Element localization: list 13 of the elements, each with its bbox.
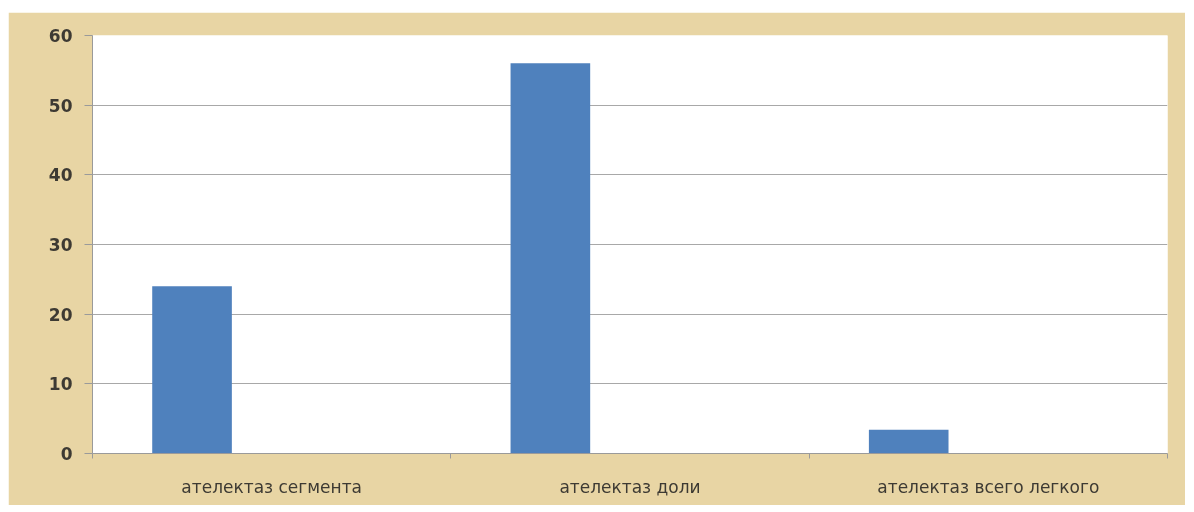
bar <box>868 429 949 454</box>
y-tick-label: 10 <box>48 374 73 395</box>
x-tick-label: ателектаз всего легкого <box>877 476 1100 497</box>
y-tick-label: 60 <box>48 26 73 46</box>
y-tick-label: 20 <box>48 304 73 325</box>
bar <box>510 63 591 454</box>
y-tick-label: 40 <box>48 165 73 186</box>
y-tick-label: 50 <box>48 95 73 116</box>
y-tick-label: 0 <box>60 444 73 464</box>
x-tick-label: ателектаз сегмента <box>181 476 362 497</box>
y-tick-label: 30 <box>48 235 73 255</box>
x-tick-label: ателектаз доли <box>559 476 701 497</box>
bar <box>152 286 232 454</box>
